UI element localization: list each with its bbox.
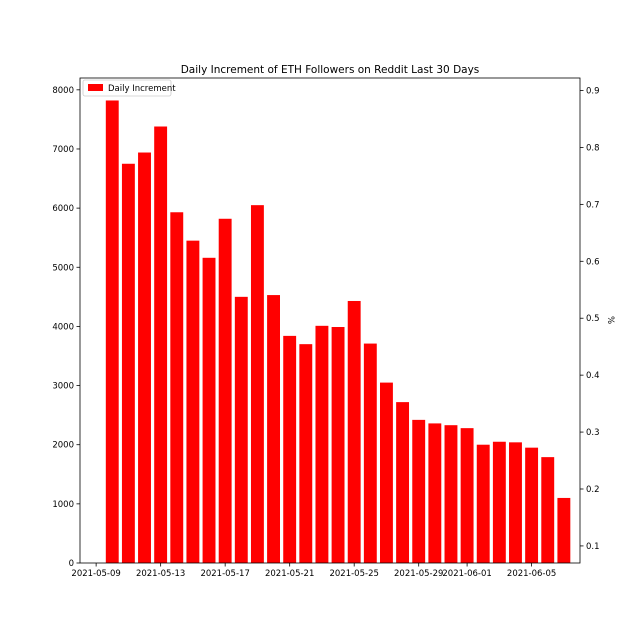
bar (202, 257, 216, 563)
bars-group (105, 100, 571, 563)
bar (121, 163, 135, 563)
y2-axis-label: % (605, 316, 615, 324)
y-tick-label: 0 (69, 559, 74, 569)
bar (412, 419, 426, 563)
legend-box (82, 79, 172, 97)
legend-swatch (88, 84, 103, 91)
bar (525, 447, 539, 563)
bar (557, 497, 571, 563)
x-tick-label: 2021-05-29 (394, 569, 443, 579)
bar (267, 295, 280, 563)
bar (428, 423, 442, 563)
legend: Daily Increment (82, 79, 176, 97)
y-axis-right: 0.1 0.2 0.3 0.4 0.5 0.6 0.7 0.8 0.9 (580, 87, 600, 552)
y2-tick-label: 0.1 (586, 542, 600, 552)
bar (509, 442, 522, 563)
x-tick-label: 2021-06-01 (442, 569, 491, 579)
y2-tick-label: 0.9 (586, 87, 600, 97)
bar (331, 327, 345, 563)
bar (250, 205, 264, 563)
plot-frame (79, 77, 581, 564)
bar (186, 240, 200, 563)
y-axis-left: 0 1000 2000 3000 4000 5000 6000 7000 8000 (52, 86, 80, 569)
y2-tick-label: 0.6 (586, 257, 600, 267)
y2-tick-label: 0.2 (586, 485, 600, 495)
bar (380, 382, 393, 563)
y2-tick-label: 0.3 (586, 428, 600, 438)
x-tick-label: 2021-05-21 (265, 569, 314, 579)
x-axis: 2021-05-09 2021-05-13 2021-05-17 2021-05-21… (71, 563, 556, 579)
y-tick-label: 3000 (52, 382, 74, 392)
bar (138, 152, 151, 563)
y2-tick-label: 0.4 (586, 371, 600, 381)
y2-tick-label: 0.7 (586, 200, 600, 210)
y-tick-label: 4000 (52, 322, 74, 332)
bar (154, 126, 168, 563)
x-tick-label: 2021-05-17 (200, 569, 249, 579)
bar (315, 325, 329, 563)
x-tick-label: 2021-05-09 (71, 569, 120, 579)
y2-tick-label: 0.8 (586, 143, 600, 153)
y-tick-label: 2000 (52, 441, 74, 451)
x-tick-label: 2021-05-13 (136, 569, 185, 579)
y-tick-label: 1000 (52, 500, 74, 510)
y-tick-label: 6000 (52, 204, 74, 214)
bar (347, 300, 361, 563)
x-tick-label: 2021-05-25 (329, 569, 378, 579)
bar (396, 402, 410, 563)
y-tick-label: 7000 (52, 145, 74, 155)
chart-title: Daily Increment of ETH Followers on Redd… (181, 64, 480, 76)
bar (170, 212, 184, 563)
bar (105, 100, 119, 563)
bar (492, 441, 506, 563)
bar (460, 428, 474, 563)
legend-label: Daily Increment (108, 84, 176, 94)
x-tick-label: 2021-06-05 (507, 569, 556, 579)
y-tick-label: 8000 (52, 86, 74, 96)
y-tick-label: 5000 (52, 263, 74, 273)
bar (299, 344, 313, 563)
bar (541, 457, 555, 563)
bar (218, 218, 232, 563)
bar (283, 335, 297, 563)
y2-tick-label: 0.5 (586, 314, 600, 324)
bar (363, 343, 377, 563)
bar (444, 425, 458, 563)
bar (234, 296, 248, 563)
bar (476, 444, 490, 563)
